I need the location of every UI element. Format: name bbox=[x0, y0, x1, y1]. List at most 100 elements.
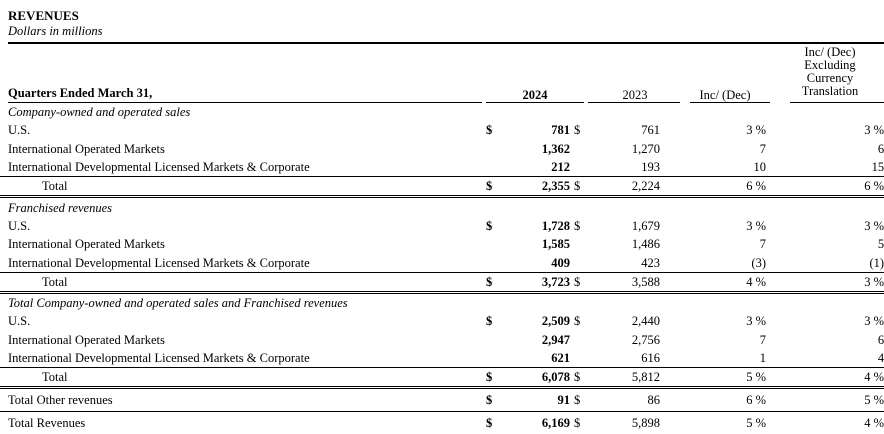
col-header-inc-dec: Inc/ (Dec) bbox=[699, 88, 751, 102]
dollar-sign: $ bbox=[570, 411, 592, 434]
value-2023: 5,898 bbox=[592, 411, 670, 434]
row-label: International Developmental Licensed Mar… bbox=[0, 157, 482, 178]
row-label: International Operated Markets bbox=[8, 237, 165, 252]
table-row: International Operated Markets 2,947 2,756… bbox=[0, 331, 884, 349]
excl-currency-value: 6 bbox=[877, 141, 884, 156]
row-label: U.S. bbox=[8, 218, 31, 233]
section-label: Total Company-owned and operated sales a… bbox=[8, 296, 348, 311]
dollar-sign: $ bbox=[482, 367, 502, 390]
excl-currency-value: 5 bbox=[877, 237, 884, 252]
dollar-sign bbox=[482, 331, 502, 349]
period-header: Quarters Ended March 31, bbox=[8, 86, 153, 100]
value-2024: 2,947 bbox=[541, 332, 570, 347]
revenues-table: Company-owned and operated sales U.S. $781… bbox=[0, 103, 884, 434]
total-row: Total $6,078 $5,812 5 % 4 % bbox=[0, 367, 884, 390]
excl-currency-value: (1) bbox=[770, 253, 884, 273]
dollar-sign bbox=[482, 157, 502, 178]
row-label: International Operated Markets bbox=[8, 332, 165, 347]
inc-dec-value: 6 % bbox=[670, 176, 770, 199]
value-2024: 6,169 bbox=[502, 411, 570, 434]
col-header-excl-line: Currency bbox=[806, 71, 854, 85]
excl-currency-value: 3 % bbox=[770, 271, 884, 294]
dollar-sign: $ bbox=[574, 314, 581, 329]
header-underline bbox=[690, 102, 770, 103]
value-2024: 3,723 bbox=[502, 271, 570, 294]
row-label: U.S. bbox=[8, 123, 31, 138]
col-header-excl-line: Translation bbox=[801, 84, 859, 98]
dollar-sign bbox=[570, 253, 592, 273]
inc-dec-value: (3) bbox=[670, 253, 770, 273]
row-label: International Developmental Licensed Mar… bbox=[0, 253, 482, 273]
value-2024: 1,585 bbox=[541, 237, 570, 252]
inc-dec-value: 3 % bbox=[746, 123, 766, 138]
report-subtitle: Dollars in millions bbox=[8, 24, 103, 38]
total-row: Total Revenues $6,169 $5,898 5 % 4 % bbox=[0, 411, 884, 434]
value-2023: 1,679 bbox=[631, 218, 660, 233]
value-2024: 409 bbox=[502, 253, 570, 273]
value-2024: 1,728 bbox=[541, 218, 570, 233]
dollar-sign bbox=[570, 157, 592, 178]
total-row: Total $3,723 $3,588 4 % 3 % bbox=[0, 271, 884, 294]
dollar-sign: $ bbox=[482, 387, 502, 412]
row-label: Total bbox=[0, 271, 482, 294]
excl-currency-value: 3 % bbox=[864, 314, 884, 329]
dollar-sign bbox=[570, 235, 592, 253]
dollar-sign bbox=[482, 348, 502, 369]
value-2023: 86 bbox=[592, 387, 670, 412]
dollar-sign bbox=[482, 235, 502, 253]
header-underline bbox=[790, 102, 884, 103]
dollar-sign: $ bbox=[486, 123, 493, 138]
col-header-2023: 2023 bbox=[622, 88, 648, 102]
table-row: International Developmental Licensed Mar… bbox=[0, 348, 884, 369]
dollar-sign: $ bbox=[482, 411, 502, 434]
section-row: Total Company-owned and operated sales a… bbox=[0, 292, 884, 312]
dollar-sign: $ bbox=[482, 271, 502, 294]
value-2024: 6,078 bbox=[502, 367, 570, 390]
row-label: Total Revenues bbox=[0, 411, 482, 434]
inc-dec-value: 7 bbox=[759, 141, 766, 156]
top-rule bbox=[8, 42, 884, 44]
value-2023: 1,486 bbox=[631, 237, 660, 252]
value-2023: 2,224 bbox=[592, 176, 670, 199]
section-label: Company-owned and operated sales bbox=[8, 105, 191, 120]
value-2024: 2,509 bbox=[541, 314, 570, 329]
section-row: Franchised revenues bbox=[0, 197, 884, 217]
total-row: Total $2,355 $2,224 6 % 6 % bbox=[0, 176, 884, 199]
inc-dec-value: 1 bbox=[670, 348, 770, 369]
value-2023: 616 bbox=[592, 348, 670, 369]
value-2024: 2,355 bbox=[502, 176, 570, 199]
inc-dec-value: 5 % bbox=[670, 411, 770, 434]
section-label: Franchised revenues bbox=[8, 200, 113, 215]
inc-dec-value: 3 % bbox=[746, 218, 766, 233]
section-row: Company-owned and operated sales bbox=[0, 103, 884, 121]
dollar-sign bbox=[482, 140, 502, 158]
row-label: Total bbox=[0, 367, 482, 390]
table-row: U.S. $1,728 $1,679 3 % 3 % bbox=[0, 217, 884, 235]
table-row: International Operated Markets 1,585 1,486… bbox=[0, 235, 884, 253]
value-2023: 423 bbox=[592, 253, 670, 273]
excl-currency-value: 4 % bbox=[770, 411, 884, 434]
inc-dec-value: 5 % bbox=[670, 367, 770, 390]
value-2023: 193 bbox=[592, 157, 670, 178]
value-2024: 1,362 bbox=[541, 141, 570, 156]
excl-currency-value: 3 % bbox=[864, 123, 884, 138]
row-label: U.S. bbox=[8, 314, 31, 329]
table-row: International Developmental Licensed Mar… bbox=[0, 253, 884, 273]
inc-dec-value: 6 % bbox=[670, 387, 770, 412]
dollar-sign: $ bbox=[482, 176, 502, 199]
dollar-sign: $ bbox=[570, 387, 592, 412]
inc-dec-value: 7 bbox=[759, 237, 766, 252]
dollar-sign: $ bbox=[574, 123, 581, 138]
value-2024: 781 bbox=[551, 123, 570, 138]
excl-currency-value: 6 bbox=[877, 332, 884, 347]
inc-dec-value: 4 % bbox=[670, 271, 770, 294]
dollar-sign: $ bbox=[574, 218, 581, 233]
table-row: International Developmental Licensed Mar… bbox=[0, 157, 884, 178]
col-header-excl-line: Inc/ (Dec) bbox=[804, 45, 856, 59]
excl-currency-value: 5 % bbox=[770, 387, 884, 412]
dollar-sign: $ bbox=[486, 314, 493, 329]
value-2024: 212 bbox=[502, 157, 570, 178]
value-2024: 621 bbox=[502, 348, 570, 369]
total-row: Total Other revenues $91 $86 6 % 5 % bbox=[0, 387, 884, 412]
value-2023: 2,440 bbox=[631, 314, 660, 329]
